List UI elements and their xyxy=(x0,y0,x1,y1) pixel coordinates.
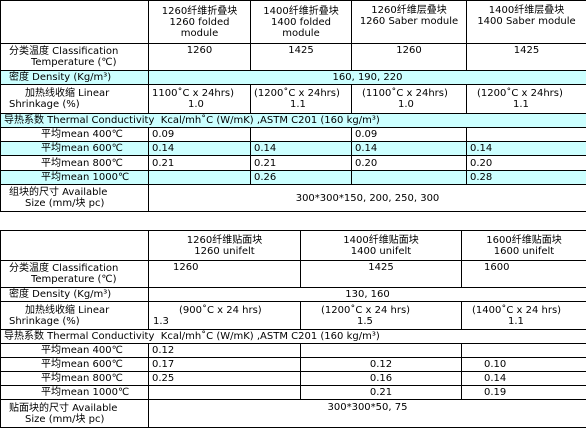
value-cell: 0.21 xyxy=(148,155,251,171)
value-cell: 0.17 xyxy=(148,357,301,372)
row-label: 加热线收缩 Linear Shrinkage (%) xyxy=(0,84,149,114)
value-cell: 0.26 xyxy=(250,170,352,185)
header-cell: 1400纤维层叠块 1400 Saber module xyxy=(466,0,586,44)
table-row-mean-1000: 平均mean 1000℃ 0.21 0.19 xyxy=(0,385,586,400)
value-cell: 1425 xyxy=(300,260,462,288)
row-label: 密度 Density (Kg/m³) xyxy=(0,287,149,302)
header-cell: 1260纤维层叠块 1260 Saber module xyxy=(351,0,467,44)
row-label: 平均mean 1000℃ xyxy=(0,170,149,185)
value-cell: 1425 xyxy=(250,43,352,71)
value-cell xyxy=(351,170,467,185)
value-cell: 0.09 xyxy=(148,127,251,142)
header-cell: 1400纤维贴面块 1400 unifelt xyxy=(300,230,462,261)
value-cell: 0.14 xyxy=(250,141,352,156)
value-cell: 0.21 xyxy=(250,155,352,171)
table-row-size: 贴面块的尺寸 Available Size (mm/块 pc) 300*300*5… xyxy=(0,399,586,428)
value-cell: 1260 xyxy=(351,43,467,71)
row-label: 导热系数 Thermal Conductivity xyxy=(4,115,155,126)
row-label: 密度 Density (Kg/m³) xyxy=(0,70,149,85)
table-row-size: 组块的尺寸 Available Size (mm/块 pc) 300*300*15… xyxy=(0,184,586,212)
value-cell xyxy=(148,385,301,400)
row-label: 平均mean 400℃ xyxy=(0,127,149,142)
row-label: 导热系数 Thermal Conductivity xyxy=(4,331,155,342)
value-cell: 0.14 xyxy=(351,141,467,156)
value-cell: 0.16 xyxy=(300,371,462,386)
value-cell: 0.12 xyxy=(148,343,301,358)
value-cell: 300*300*50, 75 xyxy=(148,399,586,428)
value-cell: (1400˚C x 24 hrs) 1.1 xyxy=(461,301,586,330)
value-cell: 1100˚C x 24hrs) 1.0 xyxy=(148,84,251,114)
value-cell: 1260 xyxy=(148,260,301,288)
table-row-conductivity: 导热系数 Thermal Conductivity Kcal/mh˚C (W/m… xyxy=(0,113,586,128)
table-row-classification: 分类温度 Classification Temperature (℃) 1260 … xyxy=(0,43,586,71)
row-label: 组块的尺寸 Available Size (mm/块 pc) xyxy=(0,184,149,212)
value-cell xyxy=(461,343,586,358)
row-label: 平均mean 800℃ xyxy=(0,155,149,171)
value-cell: 160, 190, 220 xyxy=(148,70,586,85)
row-label: 加热线收缩 Linear Shrinkage (%) xyxy=(0,301,149,330)
table-row-mean-600: 平均mean 600℃ 0.14 0.14 0.14 0.14 xyxy=(0,141,586,156)
header-empty-cell xyxy=(0,0,149,44)
row-label: 平均mean 800℃ xyxy=(0,371,149,386)
value-cell: 0.20 xyxy=(466,155,586,171)
table-row-shrinkage: 加热线收缩 Linear Shrinkage (%) 1100˚C x 24hrs… xyxy=(0,84,586,114)
value-cell: (900˚C x 24 hrs) 1.3 xyxy=(148,301,301,330)
table-row-classification: 分类温度 Classification Temperature (℃) 1260 … xyxy=(0,260,586,288)
table-header-row: 1260纤维贴面块 1260 unifelt 1400纤维贴面块 1400 unif… xyxy=(0,230,586,261)
value-cell: (1200˚C x 24hrs) 1.1 xyxy=(466,84,586,114)
table-row-mean-1000: 平均mean 1000℃ 0.26 0.28 xyxy=(0,170,586,185)
value-cell: 1600 xyxy=(461,260,586,288)
table-row-mean-800: 平均mean 800℃ 0.21 0.21 0.20 0.20 xyxy=(0,155,586,171)
value-cell: (1100˚C x 24hrs) 1.0 xyxy=(351,84,467,114)
value-cell: 0.25 xyxy=(148,371,301,386)
row-label: 分类温度 Classification Temperature (℃) xyxy=(0,260,149,288)
value-cell: 300*300*150, 200, 250, 300 xyxy=(148,184,586,212)
value-cell: (1200˚C x 24 hrs) 1.5 xyxy=(300,301,462,330)
table-row-mean-400: 平均mean 400℃ 0.09 0.09 xyxy=(0,127,586,142)
value-cell: 130, 160 xyxy=(148,287,586,302)
table-row-mean-600: 平均mean 600℃ 0.17 0.12 0.10 xyxy=(0,357,586,372)
value-cell: 0.14 xyxy=(461,371,586,386)
conductivity-cell: 导热系数 Thermal Conductivity Kcal/mh˚C (W/m… xyxy=(0,113,586,128)
table-header-row: 1260纤维折叠块 1260 folded module 1400纤维折叠块 1400… xyxy=(0,0,586,44)
row-label: 平均mean 600℃ xyxy=(0,357,149,372)
value-cell: 0.14 xyxy=(148,141,251,156)
row-label: 分类温度 Classification Temperature (℃) xyxy=(0,43,149,71)
value-cell: 0.09 xyxy=(351,127,467,142)
value-cell: 0.12 xyxy=(300,357,462,372)
value-cell: 1260 xyxy=(148,43,251,71)
value-cell xyxy=(300,343,462,358)
table-row-conductivity: 导热系数 Thermal Conductivity Kcal/mh˚C (W/m… xyxy=(0,329,586,344)
table-row-density: 密度 Density (Kg/m³) 130, 160 xyxy=(0,287,586,302)
table-folded-saber-modules: 1260纤维折叠块 1260 folded module 1400纤维折叠块 1400… xyxy=(0,0,586,212)
table-row-mean-800: 平均mean 800℃ 0.25 0.16 0.14 xyxy=(0,371,586,386)
value-cell xyxy=(250,127,352,142)
table-unifelt-modules: 1260纤维贴面块 1260 unifelt 1400纤维贴面块 1400 unif… xyxy=(0,230,586,428)
conductivity-cell: 导热系数 Thermal Conductivity Kcal/mh˚C (W/m… xyxy=(0,329,586,344)
header-cell: 1260纤维折叠块 1260 folded module xyxy=(148,0,251,44)
value-cell: 0.10 xyxy=(461,357,586,372)
header-empty-cell xyxy=(0,230,149,261)
header-cell: 1260纤维贴面块 1260 unifelt xyxy=(148,230,301,261)
table-row-shrinkage: 加热线收缩 Linear Shrinkage (%) (900˚C x 24 hr… xyxy=(0,301,586,330)
value-cell xyxy=(466,127,586,142)
row-label: 贴面块的尺寸 Available Size (mm/块 pc) xyxy=(0,399,149,428)
row-label: 平均mean 600℃ xyxy=(0,141,149,156)
value-cell: 0.14 xyxy=(466,141,586,156)
value-cell: (1200˚C x 24hrs) 1.1 xyxy=(250,84,352,114)
value-cell: 0.19 xyxy=(461,385,586,400)
value-cell: 0.21 xyxy=(300,385,462,400)
header-cell: 1400纤维折叠块 1400 folded module xyxy=(250,0,352,44)
conductivity-unit: Kcal/mh˚C (W/mK) ,ASTM C201 (160 kg/m³) xyxy=(160,331,380,342)
header-cell: 1600纤维贴面块 1600 unifelt xyxy=(461,230,586,261)
row-label: 平均mean 1000℃ xyxy=(0,385,149,400)
conductivity-unit: Kcal/mh˚C (W/mK) ,ASTM C201 (160 kg/m³) xyxy=(160,115,380,126)
value-cell: 1425 xyxy=(466,43,586,71)
row-label: 平均mean 400℃ xyxy=(0,343,149,358)
value-cell: 0.20 xyxy=(351,155,467,171)
value-cell xyxy=(148,170,251,185)
value-cell: 0.28 xyxy=(466,170,586,185)
table-row-mean-400: 平均mean 400℃ 0.12 xyxy=(0,343,586,358)
table-row-density: 密度 Density (Kg/m³) 160, 190, 220 xyxy=(0,70,586,85)
